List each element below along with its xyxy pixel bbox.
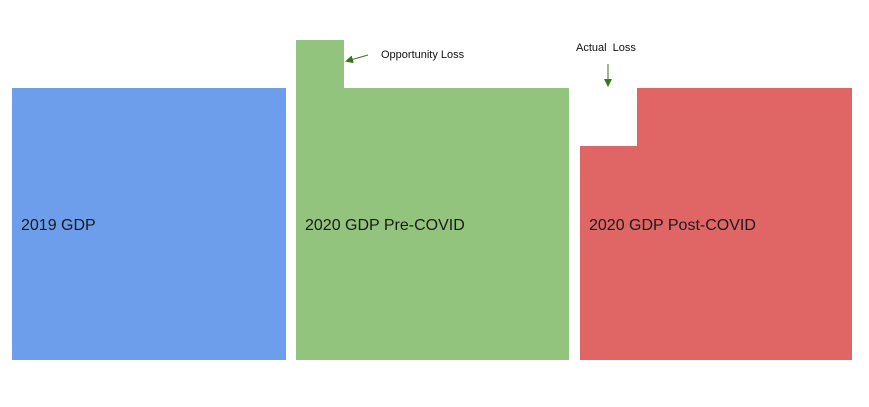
actual-loss-cutout: [580, 88, 637, 146]
opportunity-loss-arrow: [345, 54, 369, 64]
opportunity-loss-annotation: Opportunity Loss: [381, 49, 465, 61]
gdp-2020-pre-covid-label: 2020 GDP Pre-COVID: [305, 217, 465, 234]
gdp-2019-label: 2019 GDP: [21, 217, 96, 234]
gdp-2019-block: 2019 GDP: [12, 88, 286, 360]
opportunity-loss-block: [296, 40, 344, 88]
gdp-2020-post-covid-label: 2020 GDP Post-COVID: [589, 217, 756, 234]
actual-loss-annotation: Actual Loss: [576, 42, 636, 54]
gdp-2020-pre-covid-block: 2020 GDP Pre-COVID: [296, 88, 569, 360]
